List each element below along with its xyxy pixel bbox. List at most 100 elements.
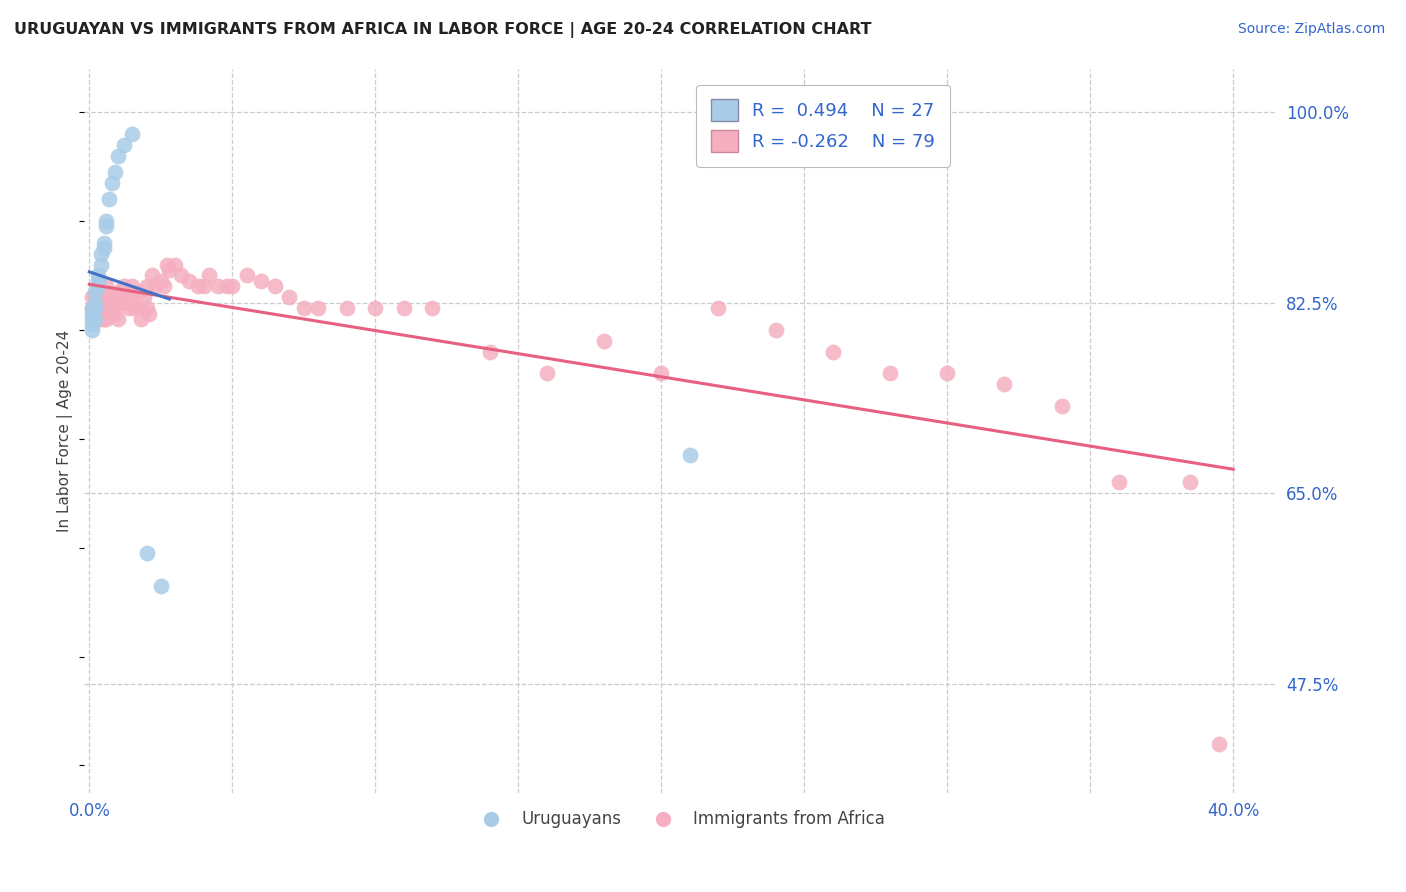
Point	[307, 301, 329, 315]
Text: Source: ZipAtlas.com: Source: ZipAtlas.com	[1237, 22, 1385, 37]
Point	[115, 290, 138, 304]
Point	[90, 246, 112, 260]
Point	[96, 295, 118, 310]
Point	[96, 279, 118, 293]
Point	[264, 279, 287, 293]
Point	[96, 312, 118, 326]
Point	[101, 290, 124, 304]
Point	[87, 312, 110, 326]
Point	[87, 279, 110, 293]
Point	[149, 579, 172, 593]
Point	[90, 312, 112, 326]
Point	[1050, 399, 1073, 413]
Point	[104, 290, 127, 304]
Point	[179, 274, 201, 288]
Point	[135, 546, 157, 560]
Point	[165, 258, 187, 272]
Point	[993, 377, 1015, 392]
Point	[98, 306, 121, 320]
Point	[98, 290, 121, 304]
Point	[152, 279, 174, 293]
Point	[84, 301, 107, 315]
Point	[107, 285, 129, 299]
Point	[121, 127, 143, 141]
Point	[650, 367, 672, 381]
Point	[84, 290, 107, 304]
Point	[129, 301, 152, 315]
Point	[1208, 737, 1230, 751]
Point	[90, 301, 112, 315]
Point	[82, 301, 104, 315]
Point	[138, 306, 160, 320]
Point	[235, 268, 257, 283]
Point	[82, 318, 104, 332]
Point	[155, 258, 177, 272]
Point	[422, 301, 444, 315]
Point	[101, 176, 124, 190]
Point	[112, 295, 135, 310]
Point	[112, 137, 135, 152]
Point	[364, 301, 387, 315]
Point	[170, 268, 193, 283]
Point	[93, 312, 115, 326]
Point	[84, 295, 107, 310]
Point	[127, 285, 149, 299]
Point	[149, 274, 172, 288]
Point	[104, 165, 127, 179]
Point	[107, 295, 129, 310]
Point	[118, 301, 141, 315]
Point	[87, 274, 110, 288]
Point	[198, 268, 221, 283]
Point	[221, 279, 243, 293]
Y-axis label: In Labor Force | Age 20-24: In Labor Force | Age 20-24	[58, 329, 73, 532]
Point	[132, 290, 155, 304]
Point	[250, 274, 273, 288]
Point	[157, 263, 180, 277]
Point	[110, 290, 132, 304]
Point	[121, 290, 143, 304]
Point	[96, 214, 118, 228]
Point	[1180, 475, 1202, 490]
Point	[101, 301, 124, 315]
Text: URUGUAYAN VS IMMIGRANTS FROM AFRICA IN LABOR FORCE | AGE 20-24 CORRELATION CHART: URUGUAYAN VS IMMIGRANTS FROM AFRICA IN L…	[14, 22, 872, 38]
Point	[679, 448, 702, 462]
Point	[278, 290, 301, 304]
Point	[336, 301, 359, 315]
Point	[207, 279, 229, 293]
Point	[84, 285, 107, 299]
Point	[98, 192, 121, 206]
Point	[215, 279, 238, 293]
Point	[392, 301, 415, 315]
Legend: Uruguayans, Immigrants from Africa: Uruguayans, Immigrants from Africa	[468, 804, 891, 835]
Point	[84, 312, 107, 326]
Point	[87, 295, 110, 310]
Point	[84, 301, 107, 315]
Point	[82, 323, 104, 337]
Point	[141, 268, 163, 283]
Point	[292, 301, 315, 315]
Point	[82, 306, 104, 320]
Point	[87, 306, 110, 320]
Point	[187, 279, 209, 293]
Point	[135, 279, 157, 293]
Point	[82, 301, 104, 315]
Point	[129, 312, 152, 326]
Point	[90, 290, 112, 304]
Point	[193, 279, 215, 293]
Point	[936, 367, 959, 381]
Point	[121, 279, 143, 293]
Point	[879, 367, 901, 381]
Point	[478, 344, 501, 359]
Point	[135, 301, 157, 315]
Point	[765, 323, 787, 337]
Point	[536, 367, 558, 381]
Point	[107, 312, 129, 326]
Point	[1108, 475, 1130, 490]
Point	[93, 290, 115, 304]
Point	[112, 279, 135, 293]
Point	[124, 301, 146, 315]
Point	[82, 290, 104, 304]
Point	[107, 148, 129, 162]
Point	[82, 312, 104, 326]
Point	[93, 301, 115, 315]
